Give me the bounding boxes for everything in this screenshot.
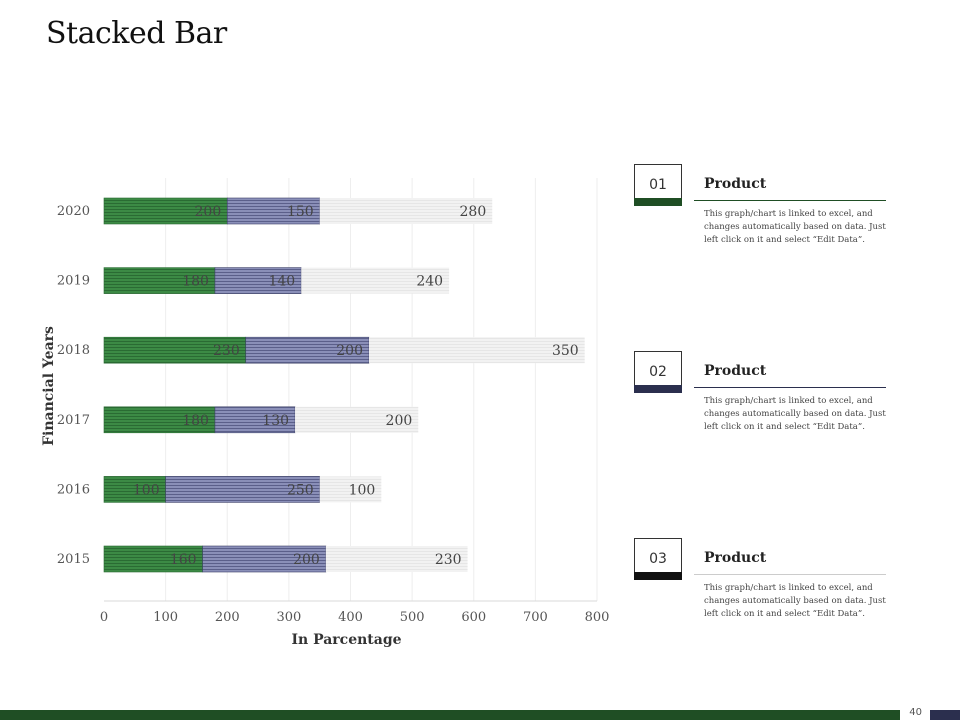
y-tick-label: 2017 [57,413,90,428]
bar-segment [295,406,419,433]
y-tick-label: 2020 [57,204,90,219]
data-label: 200 [386,413,413,429]
y-tick-label: 2019 [57,274,90,289]
product-description: This graph/chart is linked to excel, and… [704,209,886,245]
bar-segment [319,198,493,224]
x-tick-label: 300 [276,610,301,625]
bar-segment [202,545,327,573]
x-tick-label: 600 [461,610,486,625]
product-divider [694,200,886,201]
bar-segment [325,546,468,572]
data-label: 230 [213,343,240,359]
product-item-1: 01 Product This graph/chart is linked to… [634,164,890,274]
data-label: 230 [435,552,462,568]
bar-segment [368,337,585,364]
bar-segment [103,267,216,294]
grid [165,178,598,601]
product-description: This graph/chart is linked to excel, and… [704,396,886,432]
y-tick-label: 2018 [57,343,90,358]
data-label: 200 [293,552,320,568]
page-number: 40 [909,707,922,718]
bar-segment [214,406,296,434]
data-label: 200 [195,204,222,220]
slide-title: Stacked Bar [46,16,227,51]
y-tick-label: 2015 [57,552,90,567]
x-tick-label: 700 [523,610,548,625]
product-number: 02 [649,364,667,380]
footer-bar-green [0,710,900,720]
data-label: 140 [268,274,295,290]
data-labels: 160 200 230 100 250 100 180 130 200 230 200 350 180 1… [133,204,579,568]
x-tick-label: 400 [338,610,363,625]
data-label: 100 [349,482,376,498]
data-label: 130 [262,413,289,429]
bar-segment [103,545,203,573]
x-tick-label: 500 [400,610,425,625]
data-label: 280 [460,204,487,220]
product-number: 03 [649,551,667,567]
bar-segment [103,197,228,225]
bar-segment [214,267,302,294]
stacked-bar-chart: 160 200 230 100 250 100 180 130 200 230 200 350 180 1… [41,178,609,648]
data-label: 100 [133,482,160,498]
x-tick-label: 0 [100,610,108,625]
y-axis-title: Financial Years [41,326,57,446]
y-tick-label: 2016 [57,482,90,497]
product-number: 01 [649,177,667,193]
data-label: 180 [182,413,209,429]
axes: In Parcentage Financial Years 0 100 200 300… [41,204,609,648]
product-title: Product [704,176,767,192]
product-title: Product [704,550,767,566]
data-label: 150 [287,204,314,220]
x-tick-label: 200 [215,610,240,625]
x-tick-label: 100 [153,610,178,625]
product-item-3: 03 Product This graph/chart is linked to… [634,538,890,648]
data-label: 350 [552,343,579,359]
data-label: 200 [336,343,363,359]
bar-segment [226,197,320,225]
x-axis-title: In Parcentage [291,632,401,648]
footer-bar-navy [930,710,960,720]
bar-segment [103,476,166,503]
bar-segment [301,267,450,294]
bar-segment [319,476,382,503]
product-number-box: 03 [634,538,682,580]
product-number-box: 01 [634,164,682,206]
product-divider [694,387,886,388]
data-label: 240 [416,274,443,290]
x-tick-label: 800 [585,610,610,625]
product-description: This graph/chart is linked to excel, and… [704,583,886,619]
product-divider [694,574,886,575]
product-number-box: 02 [634,351,682,393]
product-item-2: 02 Product This graph/chart is linked to… [634,351,890,461]
product-title: Product [704,363,767,379]
bar-segment [245,336,370,364]
data-label: 250 [287,482,314,498]
data-label: 160 [170,552,197,568]
bars [103,197,585,573]
data-label: 180 [182,274,209,290]
